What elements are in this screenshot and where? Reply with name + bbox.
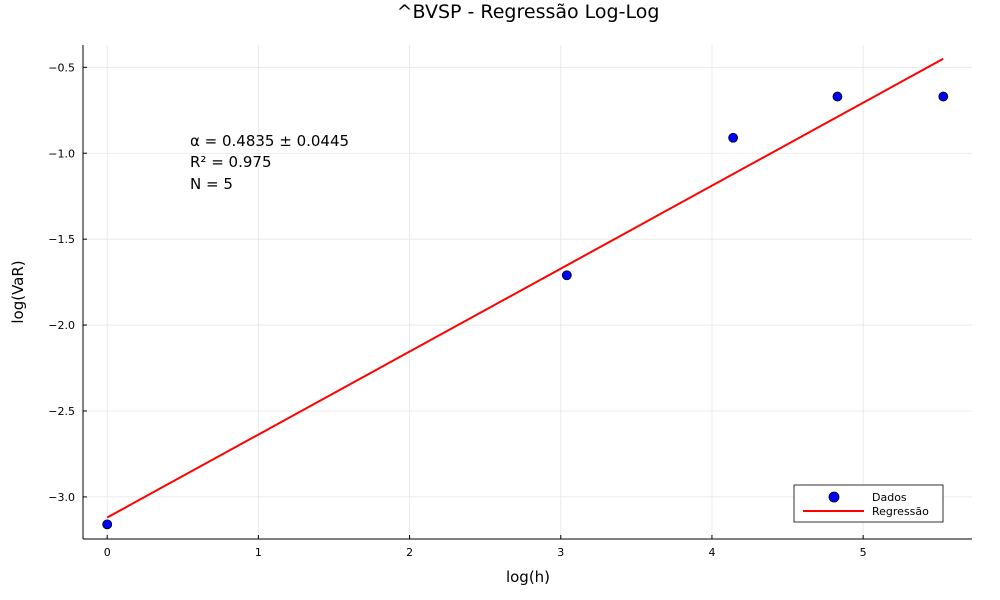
legend: Dados Regressão [793,484,944,523]
y-tick-label-2: −2.0 [48,319,75,332]
data-point-3 [832,91,843,102]
y-tick-label-0: −3.0 [48,491,75,504]
y-tick-label-5: −0.5 [48,61,75,74]
x-tick-label-0: 0 [104,546,111,559]
annotation-n: N = 5 [190,175,233,193]
legend-marker-dados [828,491,840,503]
annotations: α = 0.4835 ± 0.0445 R² = 0.975 N = 5 [190,132,349,193]
ticks: 0 1 2 3 4 5 −3.0 −2.5 −2.0 −1.5 −1.0 −0.5 [48,61,866,559]
axes [82,45,972,540]
regression-line [106,57,944,519]
series [102,57,949,530]
chart-title: ^BVSP - Regressão Log-Log [397,1,660,23]
x-axis-label: log(h) [506,568,550,586]
data-point-1 [561,270,572,281]
legend-box [793,484,944,523]
y-tick-label-1: −2.5 [48,405,75,418]
data-point-2 [728,132,739,143]
legend-label-regressao: Regressão [872,505,929,518]
y-axis-label: log(VaR) [9,260,27,323]
x-tick-label-3: 3 [557,546,564,559]
annotation-r2: R² = 0.975 [190,153,271,171]
legend-label-dados: Dados [872,491,907,504]
data-point-0 [102,519,113,530]
y-tick-label-3: −1.5 [48,233,75,246]
x-tick-label-4: 4 [708,546,715,559]
x-tick-label-2: 2 [406,546,413,559]
x-tick-label-5: 5 [860,546,867,559]
y-tick-label-4: −1.0 [48,147,75,160]
annotation-alpha: α = 0.4835 ± 0.0445 [190,132,349,150]
x-tick-label-1: 1 [255,546,262,559]
data-point-4 [938,91,949,102]
